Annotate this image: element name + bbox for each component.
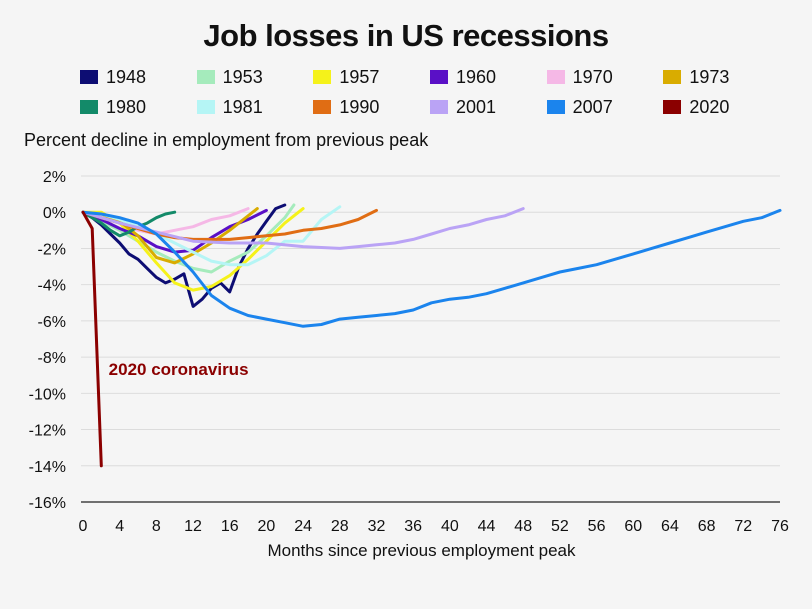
x-tick-label: 12 [184,518,202,535]
y-axis-title: Percent decline in employment from previ… [24,130,429,150]
x-tick-label: 76 [771,518,789,535]
y-tick-label: -4% [38,278,66,295]
legend-label: 2001 [455,96,497,117]
x-axis-title: Months since previous employment peak [267,541,576,560]
x-tick-label: 32 [368,518,386,535]
y-tick-label: -6% [38,314,66,331]
series-line-2020 [81,210,103,468]
x-tick-label: 4 [115,518,124,535]
series-line-1980 [81,210,177,238]
x-tick-label: 40 [441,518,459,535]
legend-label: 1948 [106,66,147,87]
legend-swatch [429,70,448,84]
legend-swatch [196,100,215,114]
x-tick-label: 24 [294,518,312,535]
legend-label: 1990 [339,96,380,117]
legend-label: 1973 [689,66,730,87]
chart-title: Job losses in US recessions [203,18,609,53]
series-line-1981 [81,205,342,267]
legend-item-1960: 1960 [429,66,547,88]
legend-item-1990: 1990 [313,96,430,118]
legend-swatch [546,100,565,114]
legend-label: 2007 [572,96,613,117]
series-line-2007 [81,208,782,328]
legend-label: 1960 [455,66,497,87]
legend-label: 1957 [339,66,380,87]
x-tick-label: 68 [698,518,716,535]
x-tick-label: 60 [624,518,642,535]
legend-item-2001: 2001 [429,96,547,118]
x-tick-label: 48 [514,518,532,535]
x-tick-label: 16 [221,518,239,535]
y-tick-label: -10% [29,386,66,403]
legend-item-2007: 2007 [546,96,664,118]
legend-swatch [196,70,215,84]
legend-label: 1980 [106,96,147,117]
x-tick-label: 8 [152,518,161,535]
legend-item-1948: 1948 [80,66,197,88]
legend-swatch [80,100,98,114]
x-tick-label: 52 [551,518,569,535]
y-tick-label: -16% [29,495,66,512]
y-tick-label: -8% [38,350,66,367]
legend-label: 1953 [222,66,263,87]
legend-swatch [80,70,98,84]
legend-swatch [546,70,565,84]
x-tick-label: 20 [258,518,276,535]
legend-swatch [313,70,332,84]
x-tick-label: 28 [331,518,349,535]
legend-swatch [313,100,332,114]
x-tick-label: 36 [404,518,422,535]
legend-swatch [663,70,682,84]
legend-item-1981: 1981 [196,96,314,118]
legend-item-1957: 1957 [313,66,430,88]
x-tick-label: 44 [478,518,496,535]
y-tick-label: 0% [43,205,66,222]
legend-item-1973: 1973 [663,66,780,88]
legend-item-2020: 2020 [663,96,780,118]
series-line-2001 [81,207,525,250]
legend-label: 1970 [572,66,613,87]
legend-label: 1981 [222,96,263,117]
y-tick-label: -14% [29,459,66,476]
legend: 1948 1953 1957 1960 1970 1973 1980 1981 1990 2001… [80,66,780,118]
legend-item-1980: 1980 [80,96,197,118]
x-tick-label: 72 [734,518,752,535]
y-tick-label: -12% [29,423,66,440]
legend-item-1953: 1953 [196,66,314,88]
legend-swatch [429,100,448,114]
legend-label: 2020 [689,96,730,117]
y-tick-label: 2% [43,169,66,186]
x-tick-label: 64 [661,518,679,535]
legend-swatch [663,100,682,114]
legend-item-1970: 1970 [546,66,664,88]
y-tick-label: -2% [38,241,66,258]
annotation-label: 2020 coronavirus [109,360,249,379]
x-tick-label: 0 [79,518,88,535]
x-tick-label: 56 [588,518,606,535]
